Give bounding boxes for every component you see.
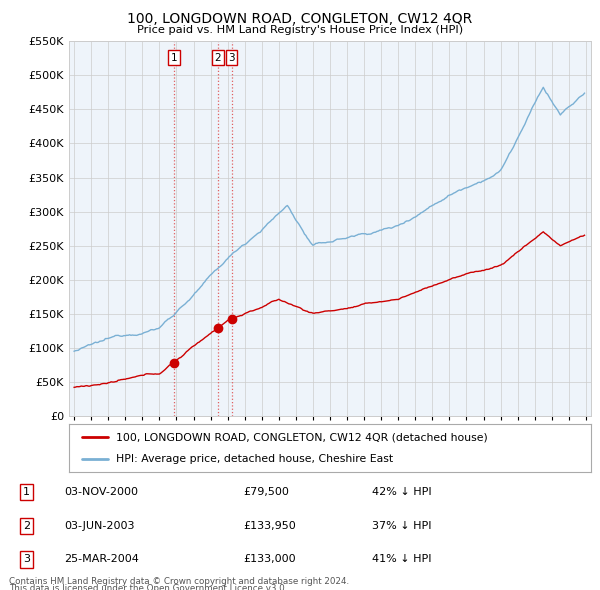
Text: 25-MAR-2004: 25-MAR-2004	[65, 555, 139, 565]
Text: 3: 3	[228, 53, 235, 63]
Text: 2: 2	[23, 521, 30, 530]
Text: 100, LONGDOWN ROAD, CONGLETON, CW12 4QR: 100, LONGDOWN ROAD, CONGLETON, CW12 4QR	[127, 12, 473, 26]
Text: 03-NOV-2000: 03-NOV-2000	[65, 487, 139, 497]
Text: Price paid vs. HM Land Registry's House Price Index (HPI): Price paid vs. HM Land Registry's House …	[137, 25, 463, 35]
Text: £79,500: £79,500	[243, 487, 289, 497]
Text: This data is licensed under the Open Government Licence v3.0.: This data is licensed under the Open Gov…	[9, 584, 287, 590]
Text: 03-JUN-2003: 03-JUN-2003	[65, 521, 135, 530]
Text: 41% ↓ HPI: 41% ↓ HPI	[372, 555, 431, 565]
Text: 100, LONGDOWN ROAD, CONGLETON, CW12 4QR (detached house): 100, LONGDOWN ROAD, CONGLETON, CW12 4QR …	[116, 432, 488, 442]
Text: 2: 2	[214, 53, 221, 63]
Text: 37% ↓ HPI: 37% ↓ HPI	[372, 521, 431, 530]
Text: £133,950: £133,950	[243, 521, 296, 530]
Text: 42% ↓ HPI: 42% ↓ HPI	[372, 487, 431, 497]
Text: 3: 3	[23, 555, 30, 565]
Text: £133,000: £133,000	[243, 555, 296, 565]
Text: 1: 1	[23, 487, 30, 497]
Text: 1: 1	[170, 53, 177, 63]
Text: Contains HM Land Registry data © Crown copyright and database right 2024.: Contains HM Land Registry data © Crown c…	[9, 577, 349, 586]
Text: HPI: Average price, detached house, Cheshire East: HPI: Average price, detached house, Ches…	[116, 454, 393, 464]
